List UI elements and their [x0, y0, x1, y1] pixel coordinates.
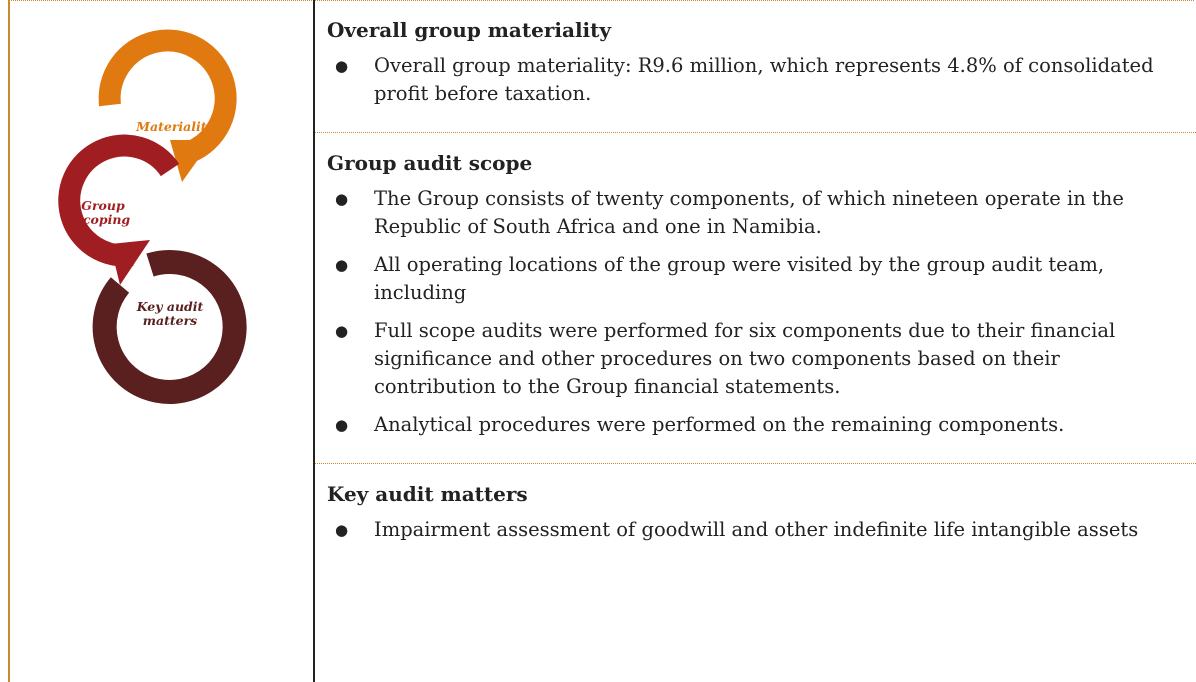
arrow-head: [170, 140, 212, 182]
ring: [92, 249, 247, 404]
bullet: Analytical procedures were performed on …: [327, 411, 1186, 439]
bullet-list: Impairment assessment of goodwill and ot…: [327, 516, 1186, 544]
node-label: Group scoping: [76, 198, 131, 227]
frame: [8, 0, 1194, 682]
bullet-list: Overall group materiality: R9.6 million,…: [327, 52, 1186, 108]
section-heading: Overall group materiality: [327, 18, 612, 42]
content: Overall group materiality Overall group m…: [315, 0, 1196, 568]
section: Key audit matters Impairment assessment o…: [315, 464, 1196, 568]
node-label: Materiality: [135, 119, 214, 134]
arrow-head: [110, 240, 150, 285]
section-heading: Key audit matters: [327, 482, 528, 506]
section: Overall group materiality Overall group m…: [315, 0, 1196, 133]
node-label: Key audit matters: [136, 299, 204, 328]
cycle-diagram: Materiality Group scoping Key audit matter…: [58, 29, 247, 404]
bullet: The Group consists of twenty components,…: [327, 185, 1186, 241]
bullet-list: The Group consists of twenty components,…: [327, 185, 1186, 439]
arrow-arc: [98, 29, 237, 163]
bullet: Overall group materiality: R9.6 million,…: [327, 52, 1186, 108]
divider: [313, 0, 315, 682]
section-heading: Group audit scope: [327, 151, 533, 175]
arrow-arc: [58, 134, 180, 267]
bullet: All operating locations of the group wer…: [327, 251, 1186, 307]
bullet: Impairment assessment of goodwill and ot…: [327, 516, 1186, 544]
section: Group audit scope The Group consists of t…: [315, 133, 1196, 464]
bullet: Full scope audits were performed for six…: [327, 317, 1186, 401]
